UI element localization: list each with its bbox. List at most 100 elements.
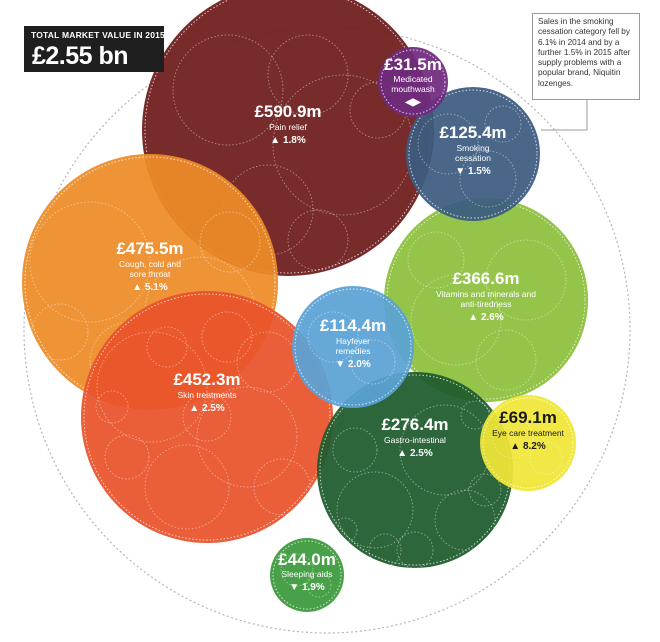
change-label-eye-care-treatment: ▲ 8.2%	[510, 441, 546, 452]
bubble-medicated-mouthwash	[378, 47, 448, 117]
category-label-sleeping-aids-0: Sleeping aids	[281, 569, 332, 579]
change-label-vitamins-and-minerals-and-anti-tiredness: ▲ 2.6%	[468, 312, 504, 323]
bubble-circle-medicated-mouthwash	[378, 47, 448, 117]
sub-circle-smoking-cessation-1	[459, 150, 517, 208]
bubble-outline-medicated-mouthwash	[380, 49, 446, 115]
bubble-outline-smoking-cessation	[408, 89, 538, 219]
category-label-vitamins-and-minerals-and-anti-tiredness-0: Vitamins and minerals and	[436, 289, 536, 299]
sub-circle-vitamins-and-minerals-and-anti-tiredness-2	[475, 329, 537, 391]
annotation-note-text: Sales in the smoking cessation category …	[538, 17, 631, 88]
value-label-vitamins-and-minerals-and-anti-tiredness: £366.6m	[452, 269, 519, 288]
sub-circle-skin-treatments-5	[201, 311, 253, 363]
sub-circle-hayfever-remedies-1	[350, 339, 396, 385]
bubble-smoking-cessation	[406, 87, 540, 221]
value-label-skin-treatments: £452.3m	[173, 370, 240, 389]
sub-circle-skin-treatments-8	[95, 390, 129, 424]
sub-circle-gastro-intestinal-5	[396, 531, 434, 569]
sub-circle-hayfever-remedies-0	[307, 311, 359, 363]
sub-circle-sleeping-aids-0	[280, 553, 314, 587]
sub-circle-cough-cold-and-sore-throat-0	[29, 201, 151, 323]
value-label-eye-care-treatment: £69.1m	[499, 408, 557, 427]
bubble-circle-eye-care-treatment	[480, 395, 576, 491]
bubble-eye-care-treatment	[480, 395, 576, 491]
bubble-circle-hayfever-remedies	[292, 286, 414, 408]
sub-circle-pain-relief-1	[267, 34, 349, 116]
annotation-note: Sales in the smoking cessation category …	[532, 13, 640, 100]
value-label-pain-relief: £590.9m	[254, 102, 321, 121]
sub-circle-skin-treatments-7	[253, 458, 311, 516]
sub-circle-vitamins-and-minerals-and-anti-tiredness-4	[565, 359, 587, 381]
value-label-sleeping-aids: £44.0m	[278, 550, 336, 569]
value-label-medicated-mouthwash: £31.5m	[384, 55, 442, 74]
value-label-cough-cold-and-sore-throat: £475.5m	[116, 239, 183, 258]
bubble-outline-sleeping-aids	[272, 540, 342, 610]
change-label-hayfever-remedies: ▼ 2.0%	[335, 359, 371, 370]
sub-circle-cough-cold-and-sore-throat-3	[199, 211, 261, 273]
sub-circle-pain-relief-0	[172, 34, 284, 146]
category-label-gastro-intestinal-0: Gastro-intestinal	[384, 435, 446, 445]
total-market-box: TOTAL MARKET VALUE IN 2015: £2.55 bn	[24, 26, 168, 72]
sub-circle-gastro-intestinal-4	[468, 473, 502, 507]
change-label-medicated-mouthwash: ◀▶	[404, 97, 422, 108]
category-label-medicated-mouthwash-1: mouthwash	[391, 84, 435, 94]
change-label-skin-treatments: ▲ 2.5%	[189, 403, 225, 414]
sub-circle-gastro-intestinal-0	[336, 471, 414, 549]
category-label-smoking-cessation-1: cessation	[455, 153, 491, 163]
note-connector-line	[541, 100, 588, 131]
sub-circle-vitamins-and-minerals-and-anti-tiredness-1	[485, 239, 567, 321]
change-label-smoking-cessation: ▼ 1.5%	[455, 166, 491, 177]
total-market-value: £2.55 bn	[32, 42, 129, 70]
category-label-pain-relief-0: Pain relief	[269, 122, 307, 132]
sub-circle-smoking-cessation-2	[484, 105, 522, 143]
bubble-circle-smoking-cessation	[406, 87, 540, 221]
bubble-circle-sleeping-aids	[270, 538, 344, 612]
category-label-hayfever-remedies-0: Hayfever	[336, 336, 370, 346]
sub-circle-gastro-intestinal-7	[460, 400, 490, 430]
category-label-vitamins-and-minerals-and-anti-tiredness-1: anti-tiredness	[460, 299, 511, 309]
bubble-circle-skin-treatments	[81, 291, 333, 543]
sub-circle-vitamins-and-minerals-and-anti-tiredness-3	[407, 231, 465, 289]
change-label-gastro-intestinal: ▲ 2.5%	[397, 448, 433, 459]
sub-circle-vitamins-and-minerals-and-anti-tiredness-0	[410, 274, 502, 366]
value-label-smoking-cessation: £125.4m	[439, 123, 506, 142]
change-label-sleeping-aids: ▼ 1.9%	[289, 582, 325, 593]
bubble-outline-eye-care-treatment	[482, 397, 574, 489]
bubble-outline-hayfever-remedies	[294, 288, 412, 406]
change-label-cough-cold-and-sore-throat: ▲ 5.1%	[132, 282, 168, 293]
sub-circle-skin-treatments-0	[96, 331, 208, 443]
category-label-skin-treatments-0: Skin treatments	[177, 390, 236, 400]
bubble-hayfever-remedies	[292, 286, 414, 408]
bubble-skin-treatments	[81, 291, 333, 543]
sub-circle-skin-treatments-1	[196, 386, 298, 488]
sub-circle-skin-treatments-4	[104, 434, 150, 480]
category-label-cough-cold-and-sore-throat-0: Cough, cold and	[119, 259, 181, 269]
sub-circle-pain-relief-5	[287, 209, 349, 271]
category-label-smoking-cessation-0: Smoking	[456, 143, 489, 153]
category-label-hayfever-remedies-1: remedies	[336, 346, 371, 356]
bubble-circle-gastro-intestinal	[317, 372, 513, 568]
sub-circle-eye-care-treatment-1	[529, 441, 563, 475]
total-market-label: TOTAL MARKET VALUE IN 2015:	[31, 30, 169, 40]
sub-circle-skin-treatments-6	[146, 326, 188, 368]
bubble-sleeping-aids	[270, 538, 344, 612]
sub-circle-gastro-intestinal-2	[434, 489, 496, 551]
change-label-pain-relief: ▲ 1.8%	[270, 135, 306, 146]
sub-circle-skin-treatments-9	[182, 392, 232, 442]
bubble-outline-skin-treatments	[83, 293, 331, 541]
category-label-medicated-mouthwash-0: Medicated	[393, 74, 432, 84]
category-label-eye-care-treatment-0: Eye care treatment	[492, 428, 564, 438]
value-label-gastro-intestinal: £276.4m	[381, 415, 448, 434]
sub-circle-smoking-cessation-0	[417, 113, 479, 175]
bubble-circle-vitamins-and-minerals-and-anti-tiredness	[384, 198, 588, 402]
sub-circle-gastro-intestinal-3	[332, 427, 378, 473]
value-label-hayfever-remedies: £114.4m	[320, 316, 386, 335]
sub-circle-eye-care-treatment-0	[492, 417, 534, 459]
sub-circle-sleeping-aids-1	[306, 572, 332, 598]
sub-circle-cough-cold-and-sore-throat-4	[31, 303, 89, 361]
category-label-cough-cold-and-sore-throat-1: sore throat	[130, 269, 171, 279]
sub-circle-gastro-intestinal-8	[332, 517, 358, 543]
sub-circle-skin-treatments-2	[144, 444, 230, 530]
sub-circle-gastro-intestinal-6	[368, 533, 402, 567]
